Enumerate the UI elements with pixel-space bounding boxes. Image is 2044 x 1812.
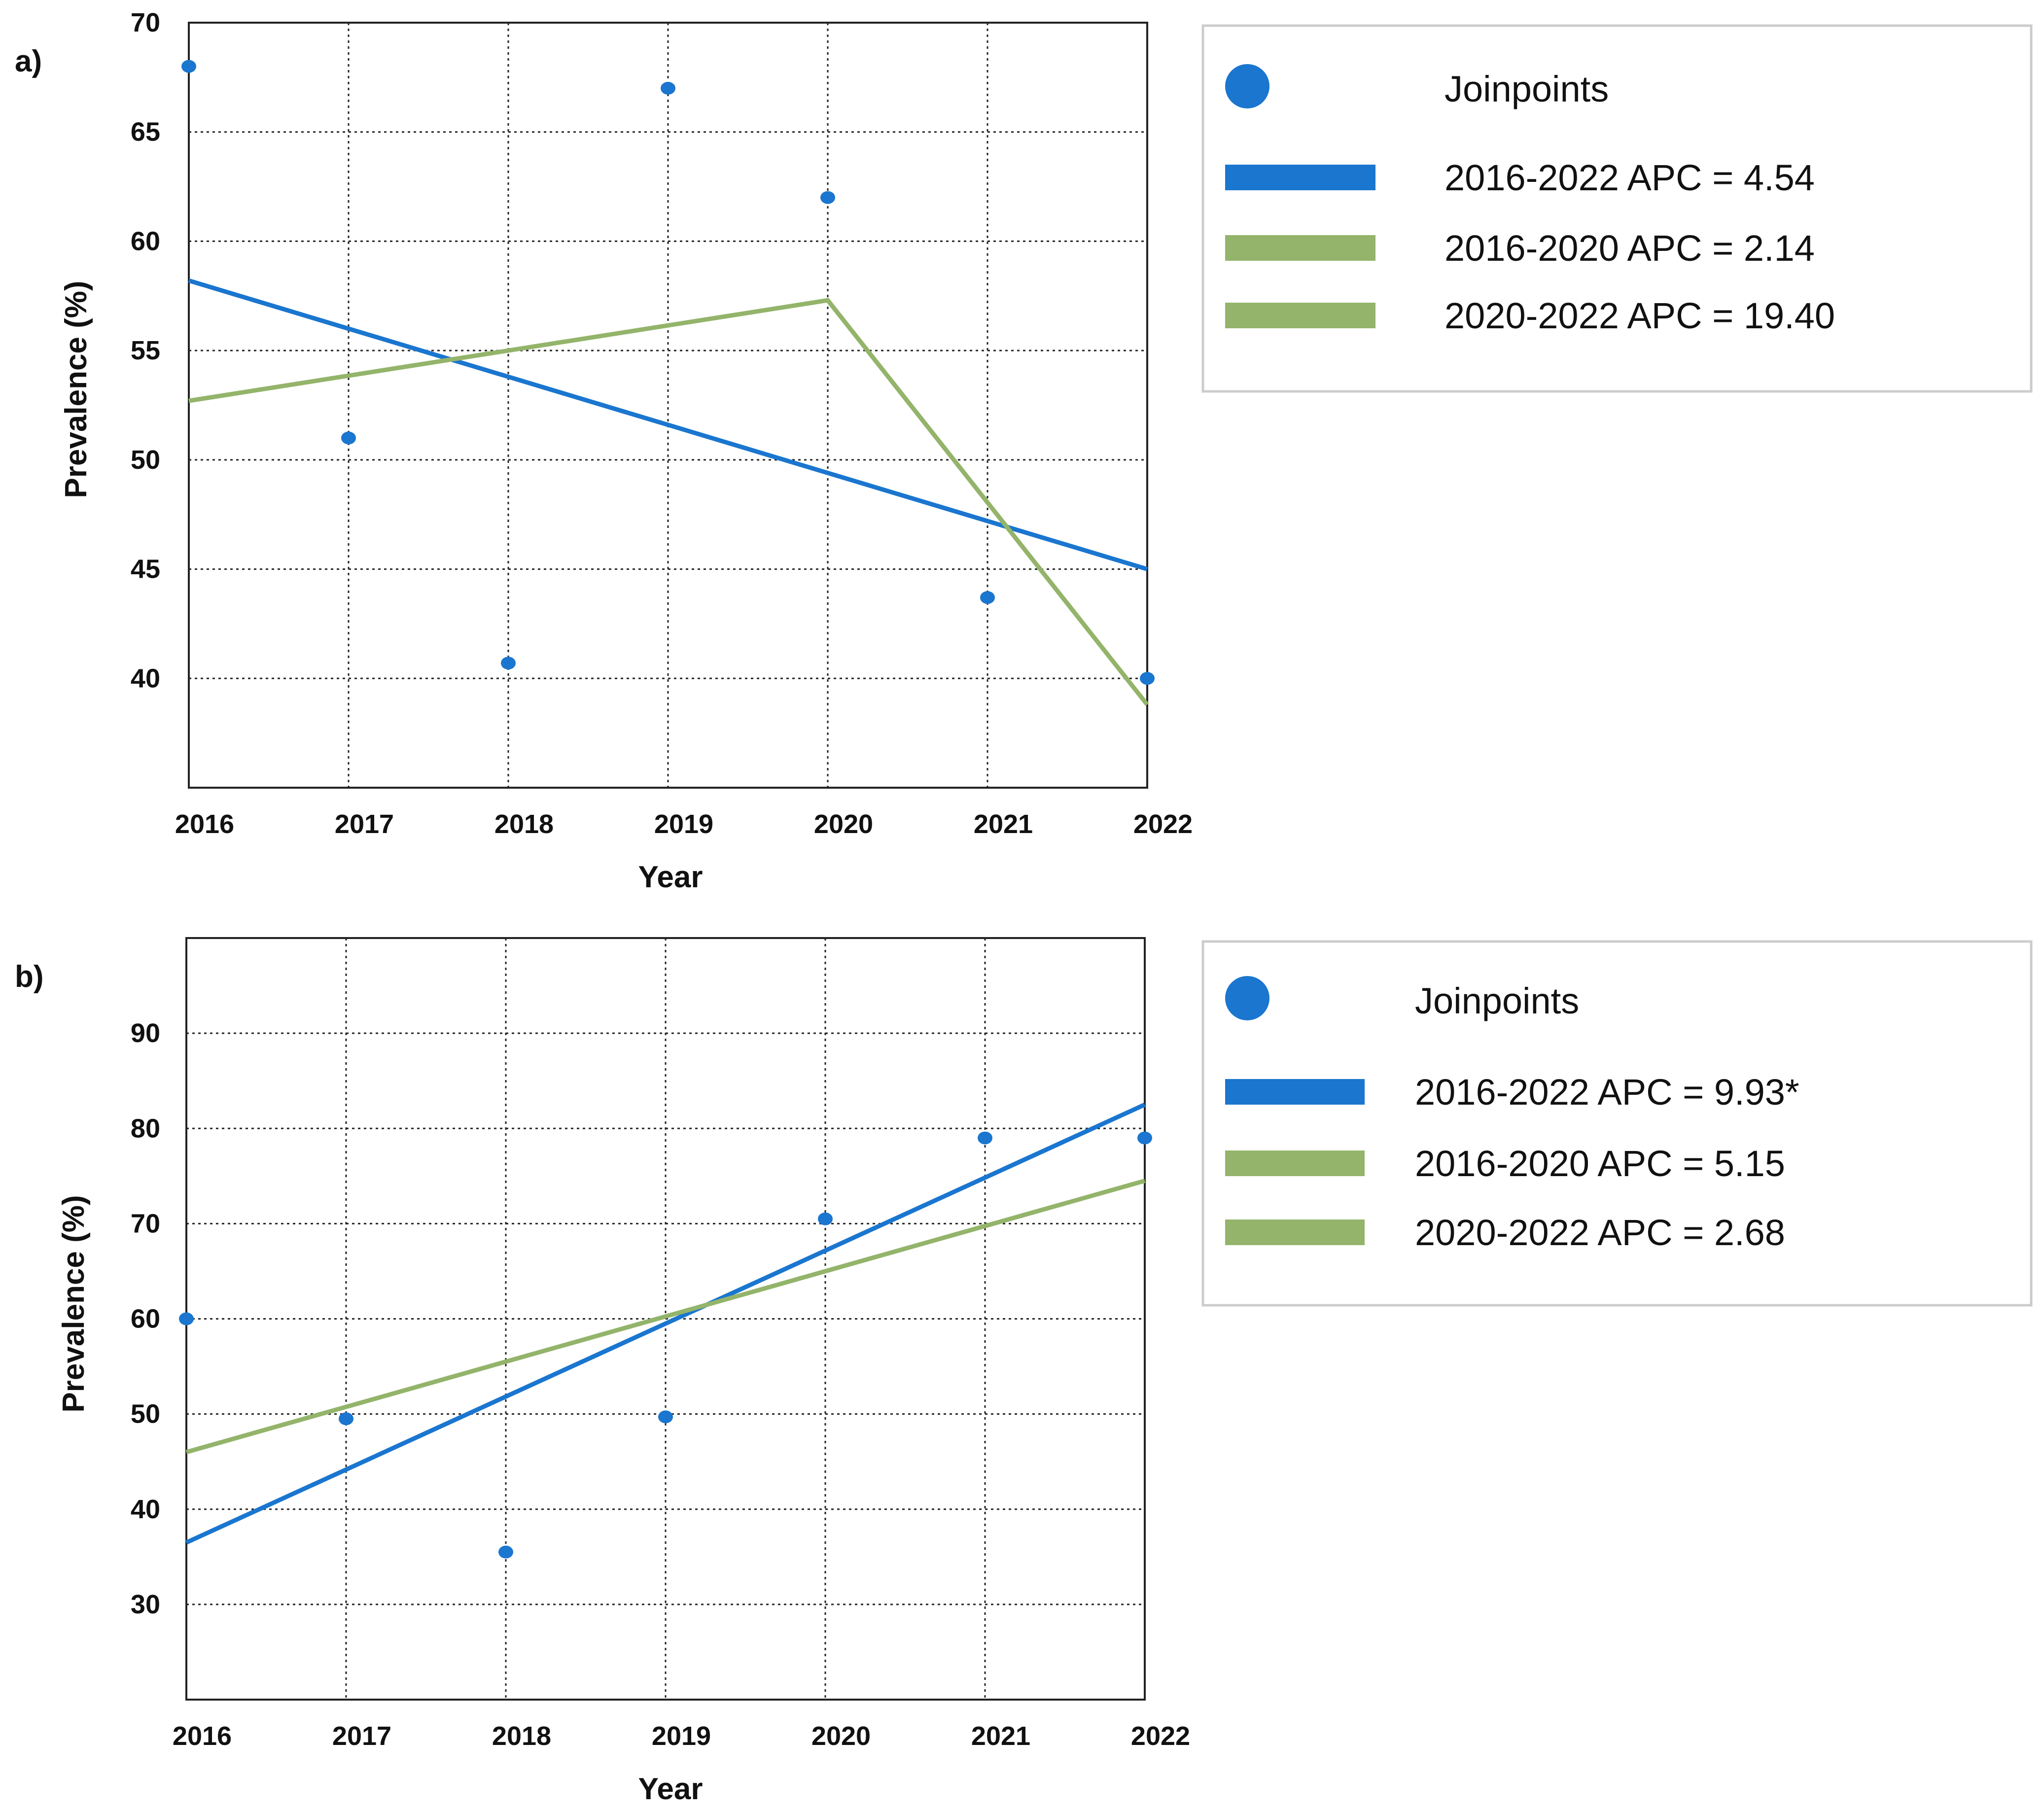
- legend-entry: 2016-2022 APC = 4.54: [1225, 157, 1815, 198]
- legend-marker-joinpoint: [1225, 64, 1269, 108]
- x-axis-title: Year: [638, 860, 703, 894]
- data-point: [818, 1212, 833, 1225]
- y-axis-title: Prevalence (%): [57, 1195, 91, 1412]
- legend-entry: 2020-2022 APC = 2.68: [1225, 1212, 1785, 1253]
- x-tick-label: 2018: [494, 809, 554, 839]
- legend: Joinpoints 2016-2022 APC = 9.93* 2016-2020…: [1201, 940, 2033, 1307]
- x-tick-label: 2016: [173, 1721, 232, 1751]
- legend-swatch: [1225, 165, 1375, 190]
- legend-swatch: [1225, 235, 1375, 261]
- legend-entry: 2016-2020 APC = 5.15: [1225, 1143, 1785, 1184]
- legend-box: [1201, 24, 2033, 393]
- legend-entry: Joinpoints: [1225, 64, 1609, 109]
- y-tick-label: 30: [131, 1590, 160, 1619]
- y-tick-label: 60: [131, 226, 160, 256]
- x-tick-label: 2019: [654, 809, 713, 839]
- data-point: [658, 1410, 673, 1424]
- y-tick-label: 60: [131, 1304, 160, 1334]
- x-tick-label: 2021: [974, 809, 1033, 839]
- x-tick-label: 2021: [971, 1721, 1030, 1751]
- y-tick-label: 90: [131, 1018, 160, 1048]
- y-tick-label: 70: [131, 8, 160, 37]
- legend-swatch: [1225, 1150, 1365, 1176]
- data-point: [978, 1131, 992, 1145]
- legend-label: 2016-2022 APC = 9.93*: [1415, 1072, 1799, 1113]
- y-axis-title: Prevalence (%): [59, 280, 93, 498]
- x-tick-label: 2019: [652, 1721, 711, 1751]
- panel-label: a): [15, 44, 42, 78]
- data-point: [1140, 672, 1155, 685]
- legend-label: 2016-2020 APC = 2.14: [1445, 228, 1815, 269]
- x-tick-label: 2018: [492, 1721, 551, 1751]
- x-tick-label: 2020: [814, 809, 873, 839]
- legend-label: 2016-2022 APC = 4.54: [1445, 157, 1815, 198]
- data-point: [501, 657, 516, 670]
- data-point: [980, 591, 995, 604]
- y-tick-label: 70: [131, 1209, 160, 1238]
- y-tick-label: 55: [131, 336, 160, 365]
- legend-entry: 2016-2020 APC = 2.14: [1225, 228, 1815, 269]
- x-tick-label: 2016: [175, 809, 234, 839]
- y-tick-label: 50: [131, 1399, 160, 1429]
- chart-panel-a: a) 40 45 50 55 60 65 70 2016 2017 2018 2019 2020 2021…: [15, 8, 2033, 894]
- trend-line-overall: [185, 1102, 1146, 1545]
- y-tick-label: 45: [131, 555, 160, 584]
- trend-line-segmented: [188, 298, 1149, 706]
- legend-label: 2016-2020 APC = 5.15: [1415, 1143, 1785, 1184]
- legend-entry: 2016-2022 APC = 9.93*: [1225, 1072, 1799, 1113]
- legend-entry: Joinpoints: [1225, 976, 1579, 1021]
- data-point: [498, 1545, 513, 1559]
- legend-marker-joinpoint: [1225, 976, 1269, 1020]
- data-point: [341, 431, 356, 445]
- legend-swatch: [1225, 303, 1375, 328]
- legend: Joinpoints 2016-2022 APC = 4.54 2016-2020 …: [1201, 24, 2033, 393]
- panel-label: b): [15, 960, 44, 994]
- x-axis-title: Year: [638, 1772, 703, 1806]
- legend-label: Joinpoints: [1445, 69, 1609, 109]
- x-tick-label: 2022: [1133, 809, 1193, 839]
- x-tick-label: 2017: [332, 1721, 391, 1751]
- trend-line-overall: [188, 278, 1148, 571]
- y-tick-label: 40: [131, 663, 160, 693]
- data-point: [339, 1412, 353, 1426]
- legend-swatch: [1225, 1079, 1365, 1105]
- trend-line-segmented: [185, 1179, 1146, 1455]
- data-point: [179, 1312, 194, 1325]
- x-tick-label: 2022: [1131, 1721, 1190, 1751]
- legend-label: 2020-2022 APC = 19.40: [1445, 295, 1835, 336]
- y-tick-label: 80: [131, 1114, 160, 1143]
- data-point: [181, 60, 196, 73]
- x-tick-label: 2020: [811, 1721, 871, 1751]
- y-tick-label: 50: [131, 445, 160, 475]
- legend-entry: 2020-2022 APC = 19.40: [1225, 295, 1835, 336]
- plot-frame: [188, 22, 1148, 789]
- chart-panel-b: b) 30 40 50 60 70 80 90 2016 2017 2018 2019 2020 2021…: [15, 937, 2033, 1806]
- data-point: [661, 82, 675, 95]
- legend-swatch: [1225, 1220, 1365, 1245]
- x-tick-label: 2017: [335, 809, 394, 839]
- y-tick-label: 65: [131, 117, 160, 147]
- y-tick-label: 40: [131, 1495, 160, 1524]
- data-point: [1137, 1131, 1152, 1145]
- legend-label: Joinpoints: [1415, 980, 1579, 1021]
- legend-label: 2020-2022 APC = 2.68: [1415, 1212, 1785, 1253]
- data-point: [820, 191, 835, 204]
